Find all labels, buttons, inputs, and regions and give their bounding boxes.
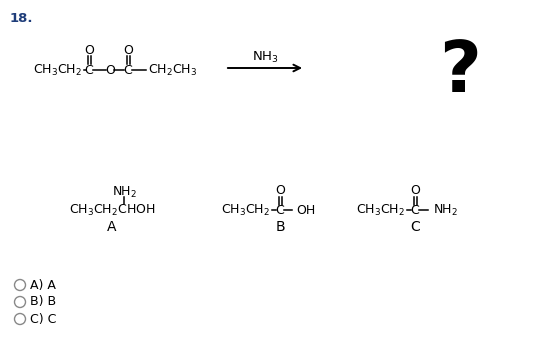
Text: CH$_3$CH$_2$: CH$_3$CH$_2$ [221, 202, 270, 218]
Text: A: A [107, 220, 117, 234]
Text: NH$_2$: NH$_2$ [433, 202, 458, 218]
Text: CH$_3$CH$_2$CHOH: CH$_3$CH$_2$CHOH [69, 202, 155, 218]
Text: O: O [123, 44, 133, 56]
Text: A) A: A) A [30, 278, 56, 292]
Text: O: O [84, 44, 94, 56]
Text: C) C: C) C [30, 313, 56, 325]
Text: ?: ? [439, 37, 481, 107]
Circle shape [14, 280, 26, 290]
Text: CH$_3$CH$_2$: CH$_3$CH$_2$ [33, 63, 82, 78]
Text: C: C [85, 63, 94, 76]
Circle shape [14, 297, 26, 308]
Text: NH$_3$: NH$_3$ [251, 50, 278, 64]
Text: NH$_2$: NH$_2$ [111, 185, 136, 199]
Text: B: B [275, 220, 285, 234]
Text: B) B: B) B [30, 296, 56, 309]
Text: O: O [275, 185, 285, 198]
Text: CH$_3$CH$_2$: CH$_3$CH$_2$ [356, 202, 405, 218]
Text: OH: OH [296, 203, 315, 217]
Text: O: O [410, 185, 420, 198]
Text: C: C [124, 63, 132, 76]
Text: C: C [411, 203, 419, 217]
Text: C: C [276, 203, 285, 217]
Text: CH$_2$CH$_3$: CH$_2$CH$_3$ [148, 63, 197, 78]
Text: 18.: 18. [10, 12, 34, 25]
Circle shape [14, 313, 26, 324]
Text: O: O [105, 63, 115, 76]
Text: C: C [410, 220, 420, 234]
